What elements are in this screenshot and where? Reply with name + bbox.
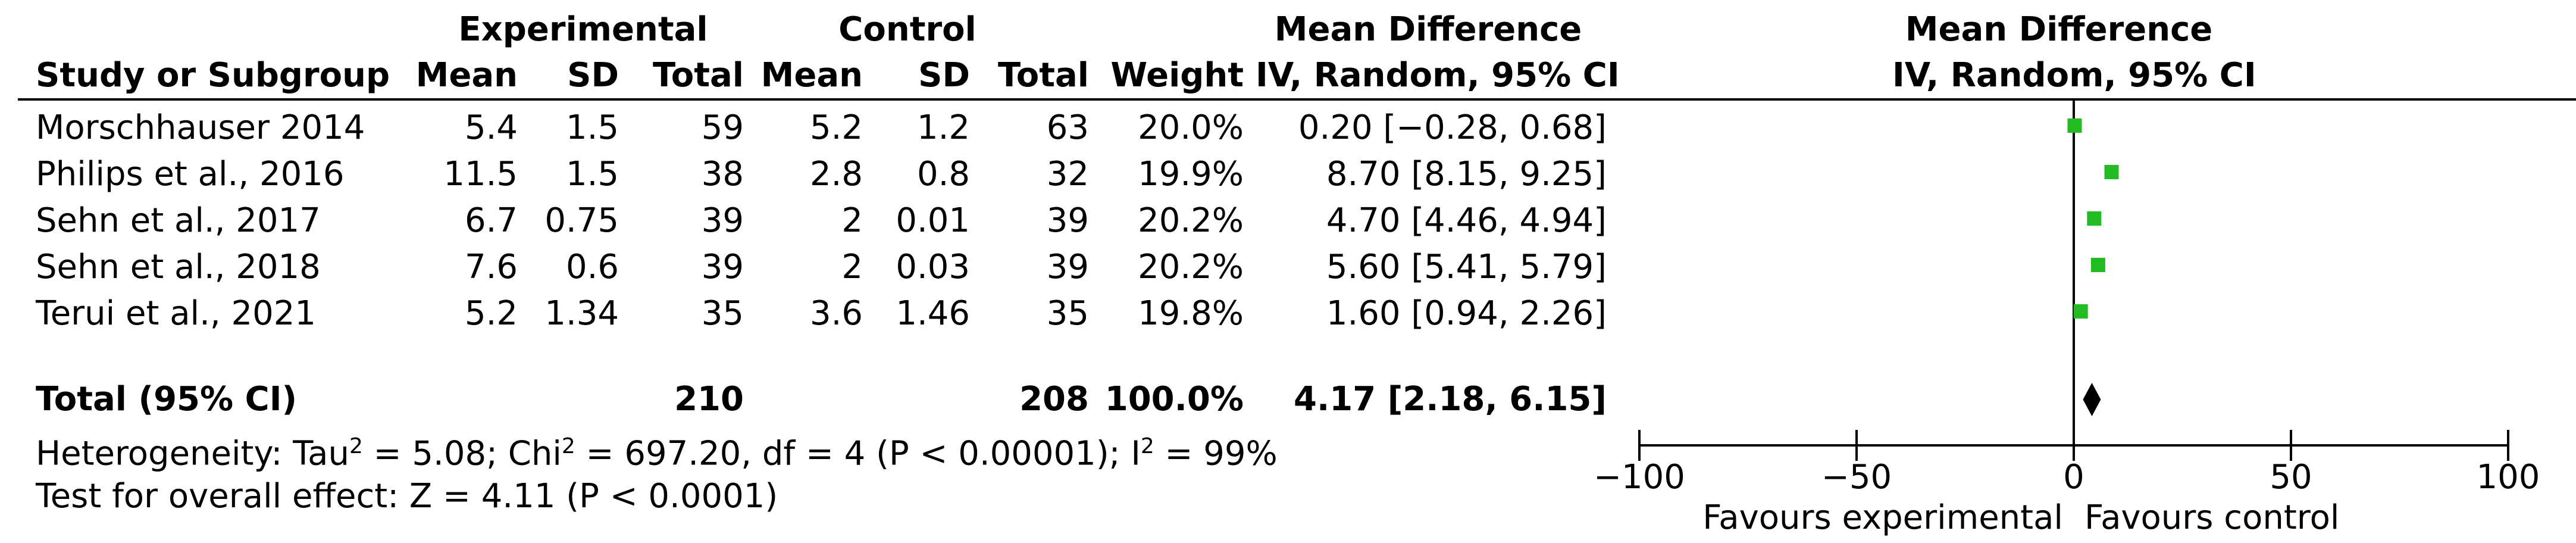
ci-value: 0.20 [−0.28, 0.68] [1298, 108, 1607, 147]
header-rule [18, 98, 2576, 101]
weight: 20.0% [1138, 108, 1244, 147]
sd-control: 0.8 [916, 155, 970, 194]
study-name: Sehn et al., 2018 [36, 248, 321, 286]
weight: 20.2% [1138, 201, 1244, 240]
total-control-sum: 208 [1019, 380, 1089, 419]
total-experimental-sum: 210 [674, 380, 744, 419]
sd-control: 1.46 [896, 294, 970, 333]
sd-experimental: 0.75 [544, 201, 619, 240]
total-experimental: 38 [701, 155, 744, 194]
mean-experimental: 6.7 [464, 201, 518, 240]
study-name: Terui et al., 2021 [36, 294, 317, 333]
sd-control: 0.01 [896, 201, 970, 240]
ci-value: 5.60 [5.41, 5.79] [1326, 248, 1607, 286]
x-tick-label: 0 [2063, 458, 2084, 497]
md-column-title: Mean Difference [1274, 10, 1582, 49]
heterogeneity-text: Heterogeneity: Tau2 = 5.08; Chi2 = 697.2… [36, 434, 1278, 473]
col-total-control: Total [998, 56, 1089, 95]
mean-control: 3.6 [809, 294, 863, 333]
overall-effect-text: Test for overall effect: Z = 4.11 (P < 0… [36, 477, 778, 516]
mean-control: 5.2 [809, 108, 863, 147]
mean-control: 2 [841, 248, 863, 286]
sd-experimental: 1.5 [565, 108, 619, 147]
group-experimental-header: Experimental [458, 10, 708, 49]
study-name: Sehn et al., 2017 [36, 201, 321, 240]
weight: 20.2% [1138, 248, 1244, 286]
sd-experimental: 0.6 [565, 248, 619, 286]
x-tick-label: −50 [1821, 458, 1892, 497]
weight: 19.8% [1138, 294, 1244, 333]
weight: 19.9% [1138, 155, 1244, 194]
total-ci-value: 4.17 [2.18, 6.15] [1294, 380, 1607, 419]
total-weight: 100.0% [1104, 380, 1244, 419]
ci-value: 1.60 [0.94, 2.26] [1326, 294, 1607, 333]
plot-subtitle: IV, Random, 95% CI [1892, 56, 2256, 95]
favours-experimental-label: Favours experimental [1702, 498, 2063, 537]
ci-value: 4.70 [4.46, 4.94] [1326, 201, 1607, 240]
x-tick-label: 100 [2477, 458, 2540, 497]
mean-control: 2.8 [809, 155, 863, 194]
total-experimental: 59 [701, 108, 744, 147]
group-control-header: Control [838, 10, 976, 49]
total-control: 32 [1046, 155, 1089, 194]
ci-value: 8.70 [8.15, 9.25] [1326, 155, 1607, 194]
x-tick-label: 50 [2270, 458, 2312, 497]
col-study: Study or Subgroup [36, 56, 390, 95]
total-experimental: 39 [701, 248, 744, 286]
mean-experimental: 5.2 [464, 294, 518, 333]
total-experimental: 39 [701, 201, 744, 240]
study-marker [2087, 211, 2102, 226]
total-control: 35 [1046, 294, 1089, 333]
sd-control: 1.2 [916, 108, 970, 147]
total-label: Total (95% CI) [36, 380, 298, 419]
sd-experimental: 1.5 [565, 155, 619, 194]
study-marker [2090, 258, 2105, 272]
mean-experimental: 7.6 [464, 248, 518, 286]
md-column-subtitle: IV, Random, 95% CI [1256, 56, 1620, 95]
col-mean-experimental: Mean [415, 56, 518, 95]
sd-experimental: 1.34 [544, 294, 619, 333]
pooled-diamond [2083, 383, 2101, 416]
total-control: 39 [1046, 201, 1089, 240]
study-marker [2067, 118, 2082, 133]
col-total-experimental: Total [653, 56, 744, 95]
plot-title: Mean Difference [1905, 10, 2213, 49]
total-control: 39 [1046, 248, 1089, 286]
favours-control-label: Favours control [2084, 498, 2339, 537]
study-marker [2104, 165, 2119, 179]
sd-control: 0.03 [896, 248, 970, 286]
col-mean-control: Mean [760, 56, 863, 95]
total-control: 63 [1046, 108, 1089, 147]
col-sd-control: SD [918, 56, 970, 95]
study-marker [2073, 304, 2088, 319]
mean-experimental: 11.5 [443, 155, 518, 194]
study-name: Philips et al., 2016 [36, 155, 345, 194]
mean-control: 2 [841, 201, 863, 240]
col-weight: Weight [1110, 56, 1244, 95]
mean-experimental: 5.4 [464, 108, 518, 147]
study-name: Morschhauser 2014 [36, 108, 365, 147]
total-experimental: 35 [701, 294, 744, 333]
col-sd-experimental: SD [567, 56, 619, 95]
x-tick-label: −100 [1594, 458, 1685, 497]
